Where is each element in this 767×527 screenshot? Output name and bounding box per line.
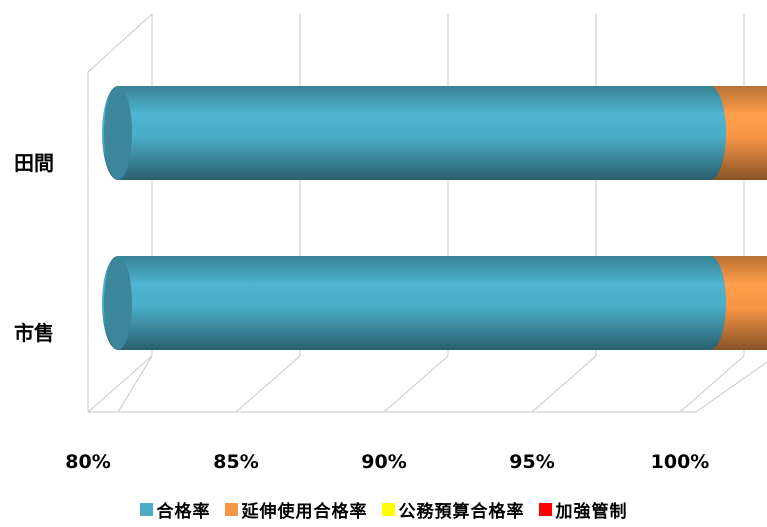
legend-item: 公務預算合格率	[381, 497, 525, 522]
legend-label: 加強管制	[555, 501, 628, 522]
bar-body	[102, 86, 726, 180]
bar-body	[710, 86, 767, 180]
x-tick-label: 90%	[361, 451, 406, 473]
left-wall-edge	[117, 14, 153, 413]
legend-item: 加強管制	[538, 497, 628, 522]
bar-start-cap	[104, 256, 132, 350]
floor-gridline	[531, 355, 597, 413]
legend-swatch	[538, 502, 552, 516]
legend-item: 合格率	[139, 497, 211, 522]
floor-gridline	[383, 355, 449, 413]
bar-body	[710, 256, 767, 350]
grid-layer	[87, 13, 767, 413]
x-tick-label: 80%	[65, 451, 110, 473]
x-tick-label: 95%	[509, 451, 554, 473]
floor-gridline	[679, 355, 745, 413]
labels-layer: 80%85%90%95%100%田間市售89.7172.3950.60.73.7	[14, 151, 710, 473]
legend-swatch	[139, 502, 153, 516]
x-tick-label: 100%	[651, 451, 710, 473]
category-label: 田間	[14, 151, 54, 175]
legend-swatch	[381, 502, 395, 516]
legend-swatch	[224, 502, 238, 516]
bar-start-cap	[104, 86, 132, 180]
floor-gridline	[235, 355, 301, 413]
legend: 合格率 延伸使用合格率 公務預算合格率 加強管制	[0, 494, 767, 524]
bar-segment	[102, 256, 726, 350]
bars-layer	[102, 86, 767, 350]
legend-label: 合格率	[156, 501, 211, 522]
legend-item: 延伸使用合格率	[224, 497, 368, 522]
bar-segment	[710, 256, 767, 350]
bar-segment	[710, 86, 767, 180]
right-floor-edge	[695, 361, 767, 413]
bar-body	[102, 256, 726, 350]
side-wall-edge	[87, 13, 153, 412]
legend-label: 公務預算合格率	[398, 501, 525, 522]
bar-segment	[102, 86, 726, 180]
legend-label: 延伸使用合格率	[241, 501, 368, 522]
x-tick-label: 85%	[213, 451, 258, 473]
category-label: 市售	[14, 321, 54, 345]
floor-gridline	[87, 355, 153, 413]
